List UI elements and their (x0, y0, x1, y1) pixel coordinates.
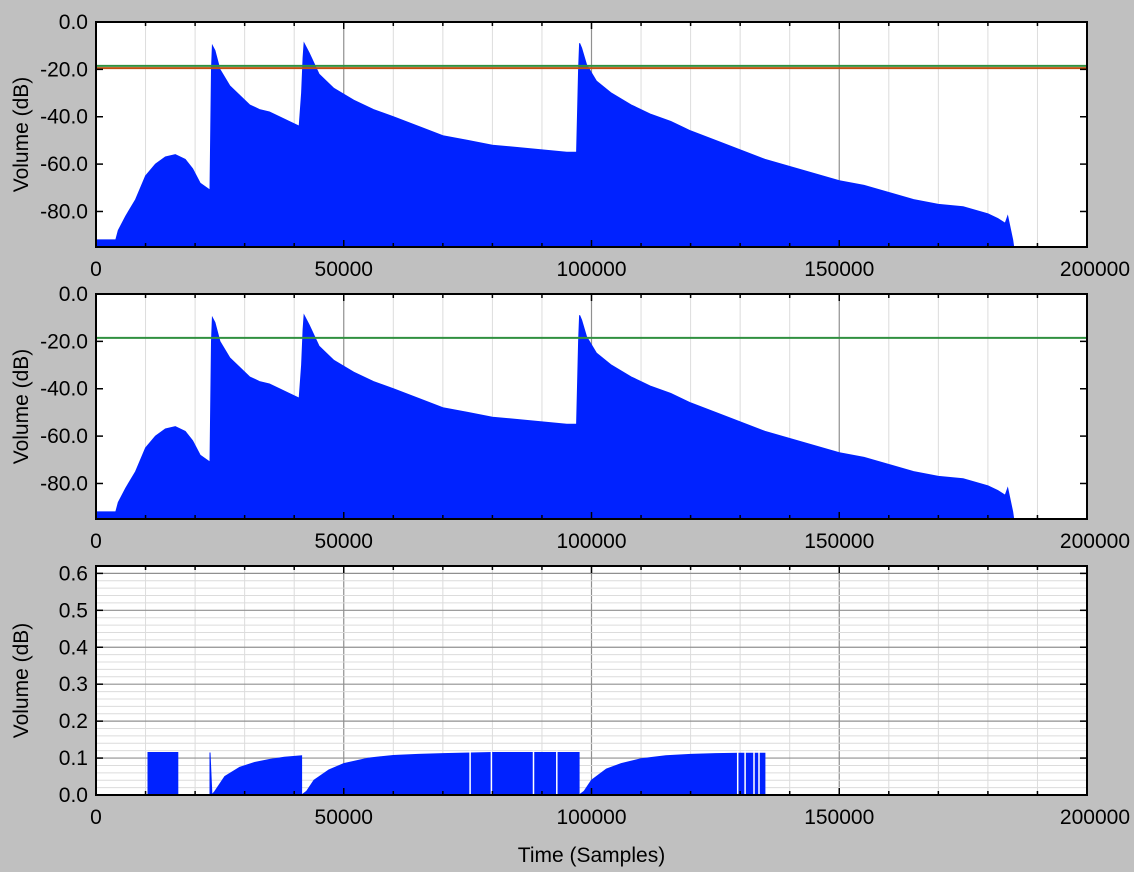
y-tick-label: -80.0 (40, 200, 88, 223)
panel-2-middle-volume-plot: 0 50000 100000 150000 200000 0.0 -20.0 -40.0 -60… (10, 283, 1130, 553)
y-tick-label: -60.0 (40, 425, 88, 448)
y-tick-label: 0.0 (59, 11, 88, 34)
x-tick-label: 200000 (1060, 530, 1130, 553)
x-tick-label: 200000 (1060, 258, 1130, 281)
x-tick-label: 0 (90, 806, 102, 829)
x-tick-label: 150000 (804, 530, 874, 553)
y-tick-label: 0.1 (59, 747, 88, 770)
waveform-envelope (147, 752, 766, 797)
waveform-envelope (95, 313, 1015, 520)
panel-1-top-volume-plot: 0 50000 100000 150000 200000 0.0 -20.0 -40.0 -60… (10, 11, 1130, 281)
y-axis-label: Volume (dB) (10, 349, 33, 465)
y-tick-label: 0.0 (59, 784, 88, 807)
y-axis-label: Volume (dB) (10, 623, 33, 739)
x-tick-label: 50000 (315, 806, 373, 829)
axis-ticks (95, 566, 1088, 796)
y-tick-label: 0.3 (59, 673, 88, 696)
y-tick-label: 0.6 (59, 562, 88, 585)
y-tick-label: 0.0 (59, 283, 88, 306)
x-tick-label: 50000 (315, 530, 373, 553)
y-tick-label: 0.5 (59, 599, 88, 622)
x-tick-label: 0 (90, 258, 102, 281)
x-tick-label: 0 (90, 530, 102, 553)
waveform-gaps (469, 750, 760, 795)
x-tick-label: 50000 (315, 258, 373, 281)
x-tick-label: 200000 (1060, 806, 1130, 829)
y-tick-label: -40.0 (40, 378, 88, 401)
x-tick-label: 100000 (556, 258, 626, 281)
y-tick-label: -40.0 (40, 106, 88, 129)
x-tick-label: 100000 (556, 530, 626, 553)
x-tick-label: 150000 (804, 806, 874, 829)
axis-ticks (95, 293, 1088, 519)
grid (95, 565, 1088, 796)
y-tick-label: -60.0 (40, 153, 88, 176)
y-tick-label: -80.0 (40, 472, 88, 495)
panel-3-bottom-volume-plot: 0 50000 100000 150000 200000 0.0 0.1 0.2 0.3 0.4 0… (10, 562, 1130, 867)
axis-ticks (95, 21, 1088, 247)
y-tick-label: 0.2 (59, 710, 88, 733)
y-tick-label: 0.4 (59, 636, 89, 659)
series-waveform (147, 750, 766, 797)
x-tick-label: 150000 (804, 258, 874, 281)
x-axis-label: Time (Samples) (518, 844, 665, 867)
y-axis-label: Volume (dB) (10, 77, 33, 193)
y-tick-label: -20.0 (40, 330, 88, 353)
y-tick-label: -20.0 (40, 58, 88, 81)
x-tick-label: 100000 (556, 806, 626, 829)
waveform-envelope (95, 41, 1015, 248)
